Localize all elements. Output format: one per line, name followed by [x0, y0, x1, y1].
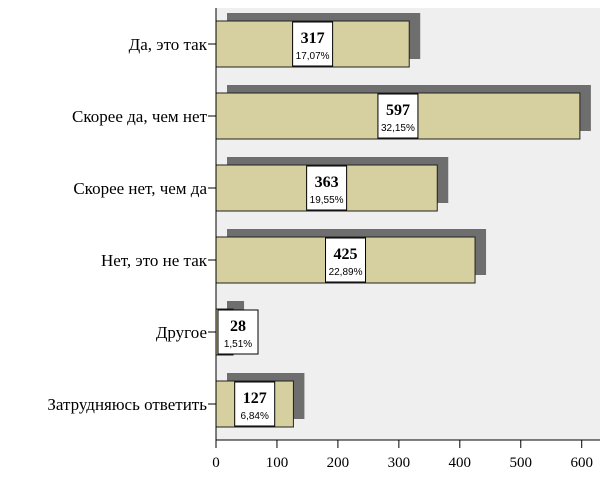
data-label-percent: 22,89% — [329, 267, 363, 278]
x-tick-label: 100 — [266, 455, 289, 471]
data-label-count: 28 — [230, 318, 246, 335]
x-tick-label: 300 — [388, 455, 411, 471]
data-label-box — [377, 93, 419, 139]
x-tick-label: 500 — [510, 455, 533, 471]
data-label-percent: 6,84% — [241, 411, 269, 422]
data-label-count: 597 — [386, 102, 410, 119]
data-label-box — [325, 237, 367, 283]
category-label: Затрудняюсь ответить — [47, 395, 207, 414]
x-axis: 0 100 200 300 400 500 600 — [212, 439, 600, 471]
data-label: 363 19,55% — [306, 165, 348, 211]
data-label-box — [292, 21, 334, 67]
x-tick-label: 400 — [449, 455, 472, 471]
x-tick-label: 600 — [570, 455, 593, 471]
data-label: 597 32,15% — [377, 93, 419, 139]
data-label: 127 6,84% — [234, 381, 276, 427]
category-label: Другое — [156, 323, 207, 342]
data-label-count: 363 — [315, 174, 339, 191]
category-label: Да, это так — [129, 35, 208, 54]
x-tick-label: 0 — [212, 455, 220, 471]
data-label-box — [217, 309, 259, 355]
data-label-box — [306, 165, 348, 211]
plot-background — [216, 8, 600, 440]
category-label: Скорее да, чем нет — [72, 107, 208, 126]
data-label-percent: 32,15% — [381, 123, 415, 134]
category-labels: Да, это так Скорее да, чем нет Скорее нет,… — [47, 35, 216, 414]
data-label-count: 317 — [301, 30, 325, 47]
data-label-count: 425 — [334, 246, 358, 263]
x-tick-label: 200 — [327, 455, 350, 471]
data-label: 317 17,07% — [292, 21, 334, 67]
category-label: Скорее нет, чем да — [73, 179, 207, 198]
category-label: Нет, это не так — [101, 251, 208, 270]
data-label-percent: 17,07% — [296, 51, 330, 62]
data-label-box — [234, 381, 276, 427]
data-label-percent: 1,51% — [224, 339, 252, 350]
data-label: 425 22,89% — [325, 237, 367, 283]
data-label-percent: 19,55% — [310, 195, 344, 206]
data-label: 28 1,51% — [217, 309, 259, 355]
data-label-count: 127 — [243, 390, 267, 407]
